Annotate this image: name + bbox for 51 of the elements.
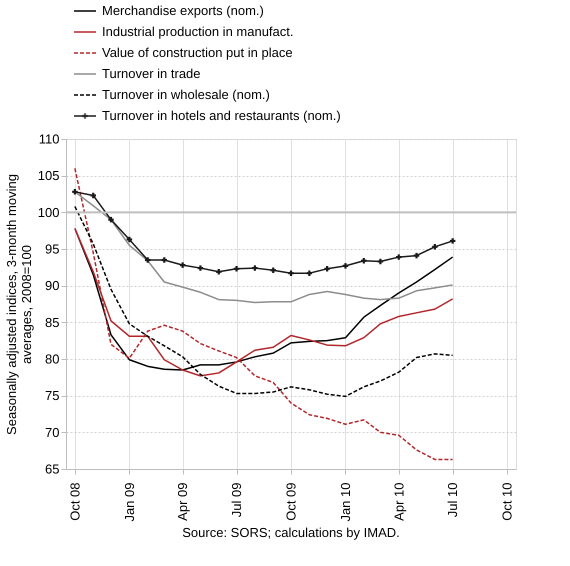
point	[90, 192, 96, 198]
legend-label: Turnover in hotels and restaurants (nom.)	[102, 108, 341, 123]
y-tick-label: 100	[38, 204, 60, 220]
point	[414, 252, 420, 258]
source-note: Source: SORS; calculations by IMAD.	[182, 525, 400, 540]
point	[144, 257, 150, 263]
y-tick-label: 70	[45, 424, 60, 440]
point	[234, 266, 240, 272]
point	[378, 258, 384, 264]
point	[72, 189, 78, 195]
point	[342, 263, 348, 269]
x-tick-label: Oct 08	[67, 482, 82, 521]
y-axis-title: Seasonally adjusted indices, 3-month moving averages, 2008=100	[4, 174, 34, 435]
point	[216, 268, 222, 274]
point	[306, 270, 312, 276]
y-tick-label: 90	[45, 278, 60, 294]
y-tick-label: 110	[38, 132, 60, 146]
point	[198, 265, 204, 271]
x-tick-label: Jul 10	[445, 482, 460, 518]
point	[180, 262, 186, 268]
x-tick-label: Jul 09	[229, 482, 244, 518]
point	[324, 266, 330, 272]
x-tick-label: Oct 10	[500, 482, 515, 521]
point	[361, 258, 367, 264]
point	[126, 236, 132, 242]
y-tick-label: 75	[45, 388, 60, 404]
point	[162, 257, 168, 263]
point	[288, 270, 294, 276]
y-tick-label: 80	[45, 352, 60, 366]
point	[450, 238, 456, 244]
line-series	[74, 168, 454, 460]
legend-label: Turnover in trade	[102, 66, 201, 81]
legend-label: Turnover in wholesale (nom.)	[102, 87, 270, 102]
point	[270, 268, 276, 274]
y-tick-label: 85	[45, 314, 60, 330]
legend-label: Value of construction put in place	[102, 45, 293, 60]
x-tick-label: Apr 09	[175, 482, 190, 521]
y-tick-label: 105	[38, 168, 60, 184]
point	[252, 265, 258, 271]
legend-label: Merchandise exports (nom.)	[102, 3, 264, 18]
point	[432, 244, 438, 250]
y-tick-label: 95	[45, 242, 60, 256]
y-tick-label: 65	[45, 462, 60, 476]
x-tick-label: Apr 10	[391, 482, 406, 521]
line-series	[74, 206, 454, 398]
point	[396, 254, 402, 260]
x-tick-label: Jan 10	[338, 482, 353, 522]
legend-label: Industrial production in manufact.	[102, 24, 294, 39]
point	[108, 216, 114, 222]
x-tick-label: Oct 09	[284, 482, 298, 521]
x-tick-label: Jan 09	[122, 482, 137, 522]
